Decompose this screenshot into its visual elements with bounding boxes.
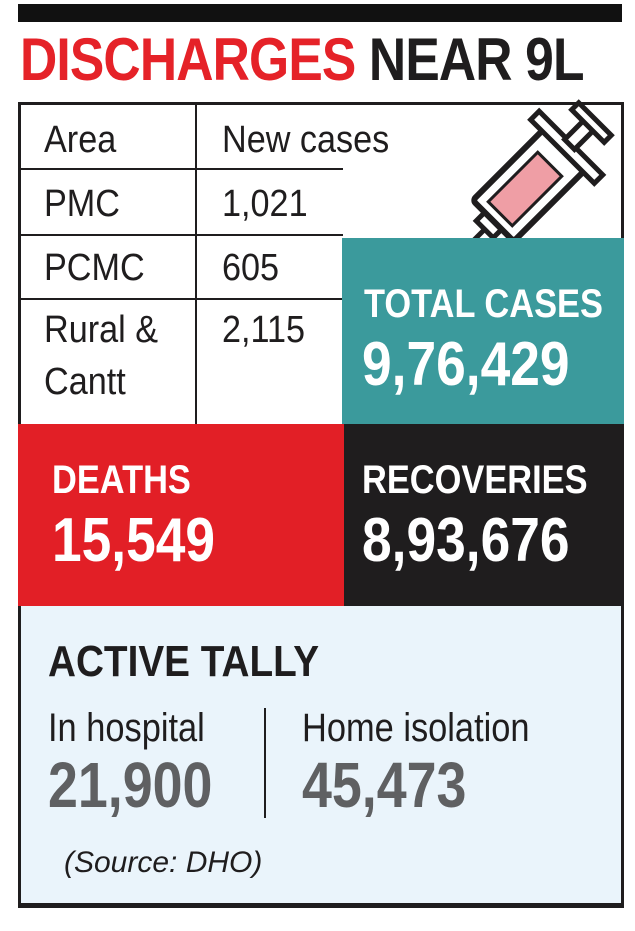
headline-part-1: DISCHARGES — [20, 26, 356, 93]
table-cell-area: PMC — [44, 183, 121, 225]
active-tally-box — [21, 606, 621, 903]
deaths-value: 15,549 — [52, 506, 216, 575]
home-isolation-label: Home isolation — [302, 706, 530, 750]
active-tally-divider — [264, 708, 266, 818]
total-cases-box — [342, 238, 624, 424]
in-hospital-label: In hospital — [48, 706, 205, 750]
table-divider — [21, 298, 343, 300]
recoveries-label: RECOVERIES — [362, 458, 588, 502]
total-cases-label: TOTAL CASES — [364, 282, 603, 326]
table-header-new-cases: New cases — [222, 119, 390, 161]
table-cell-cases: 605 — [222, 247, 280, 289]
recoveries-box — [344, 424, 624, 606]
active-tally-title: ACTIVE TALLY — [48, 637, 320, 686]
table-column-divider — [195, 105, 197, 424]
headline-part-2: NEAR 9L — [368, 26, 585, 93]
in-hospital-value: 21,900 — [48, 749, 213, 821]
total-cases-value: 9,76,429 — [362, 330, 570, 399]
table-divider — [21, 234, 343, 236]
source-note: (Source: DHO) — [64, 846, 263, 879]
home-isolation-value: 45,473 — [302, 749, 467, 821]
deaths-label: DEATHS — [52, 458, 191, 502]
recoveries-value: 8,93,676 — [362, 506, 570, 575]
table-cell-cases: 2,115 — [222, 309, 306, 351]
headline: DISCHARGES NEAR 9L — [20, 26, 585, 94]
table-cell-area: Cantt — [44, 361, 126, 403]
table-header-area: Area — [44, 119, 117, 161]
bottom-rule — [18, 905, 624, 908]
deaths-box — [18, 424, 344, 606]
table-cell-area: Rural & — [44, 309, 159, 351]
top-rule — [18, 4, 622, 22]
table-cell-area: PCMC — [44, 247, 145, 289]
table-divider — [21, 168, 343, 170]
table-cell-cases: 1,021 — [222, 183, 308, 225]
